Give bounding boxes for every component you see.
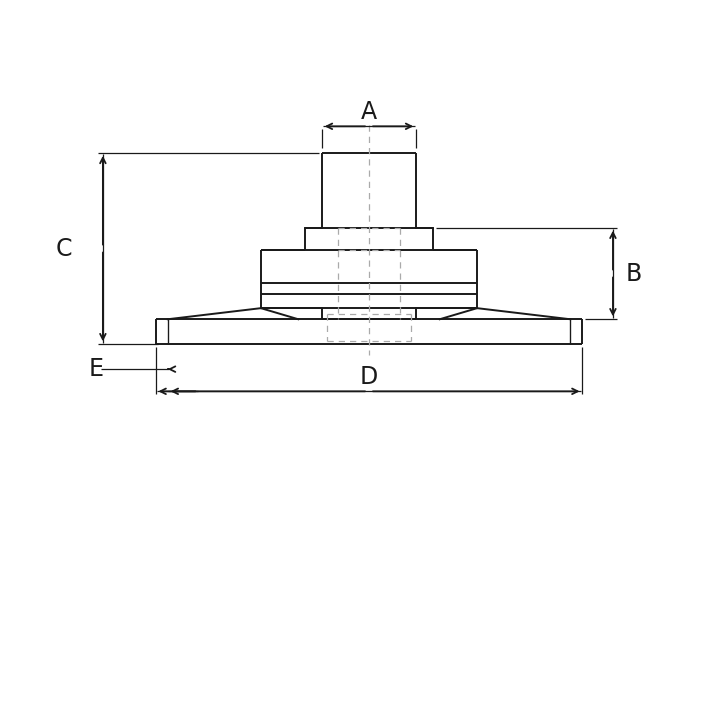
Text: B: B xyxy=(625,261,642,286)
Text: D: D xyxy=(360,365,378,389)
Text: A: A xyxy=(361,101,377,125)
Text: C: C xyxy=(56,237,73,261)
Text: E: E xyxy=(89,357,104,381)
